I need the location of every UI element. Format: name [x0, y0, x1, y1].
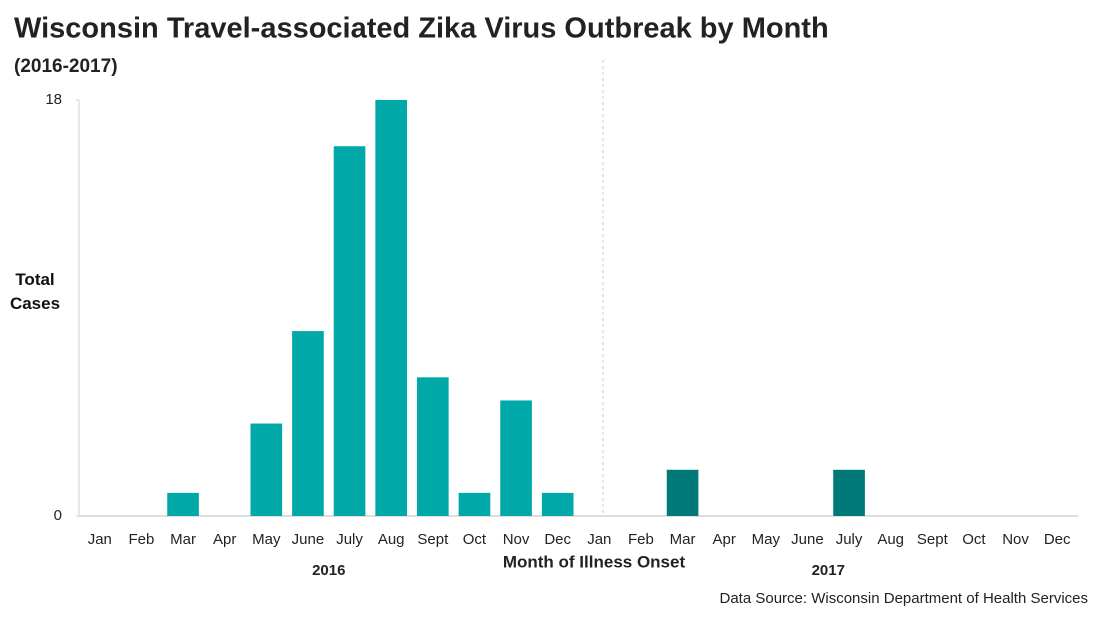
- x-tick-label: Dec: [1044, 531, 1071, 548]
- bar: [375, 100, 408, 516]
- chart-subtitle: (2016-2017): [14, 56, 118, 77]
- legend-year: 2017: [812, 562, 845, 579]
- x-tick-label: Sept: [417, 531, 449, 548]
- x-tick-label: Jan: [587, 531, 611, 548]
- bar: [666, 469, 699, 516]
- x-tick-label: Oct: [962, 531, 986, 548]
- x-tick-label: June: [791, 531, 824, 548]
- bar: [833, 469, 865, 516]
- y-axis-label: Total Cases: [9, 270, 61, 313]
- x-tick-label: Mar: [670, 531, 696, 548]
- bar: [167, 492, 199, 516]
- x-tick-label: Apr: [713, 531, 736, 548]
- x-tick-label: Jan: [88, 531, 112, 548]
- x-tick-label: May: [752, 531, 781, 548]
- bar: [250, 423, 283, 516]
- x-tick-label: Dec: [544, 531, 571, 548]
- y-tick-label: 18: [45, 91, 62, 108]
- chart-title: Wisconsin Travel-associated Zika Virus O…: [14, 13, 829, 45]
- x-tick-label: Oct: [463, 531, 487, 548]
- bar: [541, 492, 574, 516]
- x-axis-label: Month of Illness Onset: [503, 552, 686, 571]
- bar: [333, 146, 366, 516]
- x-tick-label: Nov: [1002, 531, 1029, 548]
- x-tick-label: Nov: [503, 531, 530, 548]
- x-tick-label: Feb: [628, 531, 654, 548]
- x-tick-label: Mar: [170, 531, 196, 548]
- x-tick-label: Feb: [129, 531, 155, 548]
- x-tick-label: Apr: [213, 531, 236, 548]
- x-tick-label: Sept: [917, 531, 949, 548]
- x-tick-label: June: [292, 531, 325, 548]
- bar: [416, 377, 449, 516]
- bar: [500, 400, 532, 516]
- legend-year: 2016: [312, 562, 345, 579]
- y-tick-label: 0: [54, 507, 62, 524]
- x-tick-label: Aug: [877, 531, 904, 548]
- x-tick-label: May: [252, 531, 281, 548]
- bar: [458, 492, 491, 516]
- source-note: Data Source: Wisconsin Department of Hea…: [720, 590, 1089, 607]
- x-tick-label: July: [336, 531, 363, 548]
- bar: [292, 331, 324, 516]
- x-tick-label: Aug: [378, 531, 405, 548]
- x-tick-label: July: [836, 531, 863, 548]
